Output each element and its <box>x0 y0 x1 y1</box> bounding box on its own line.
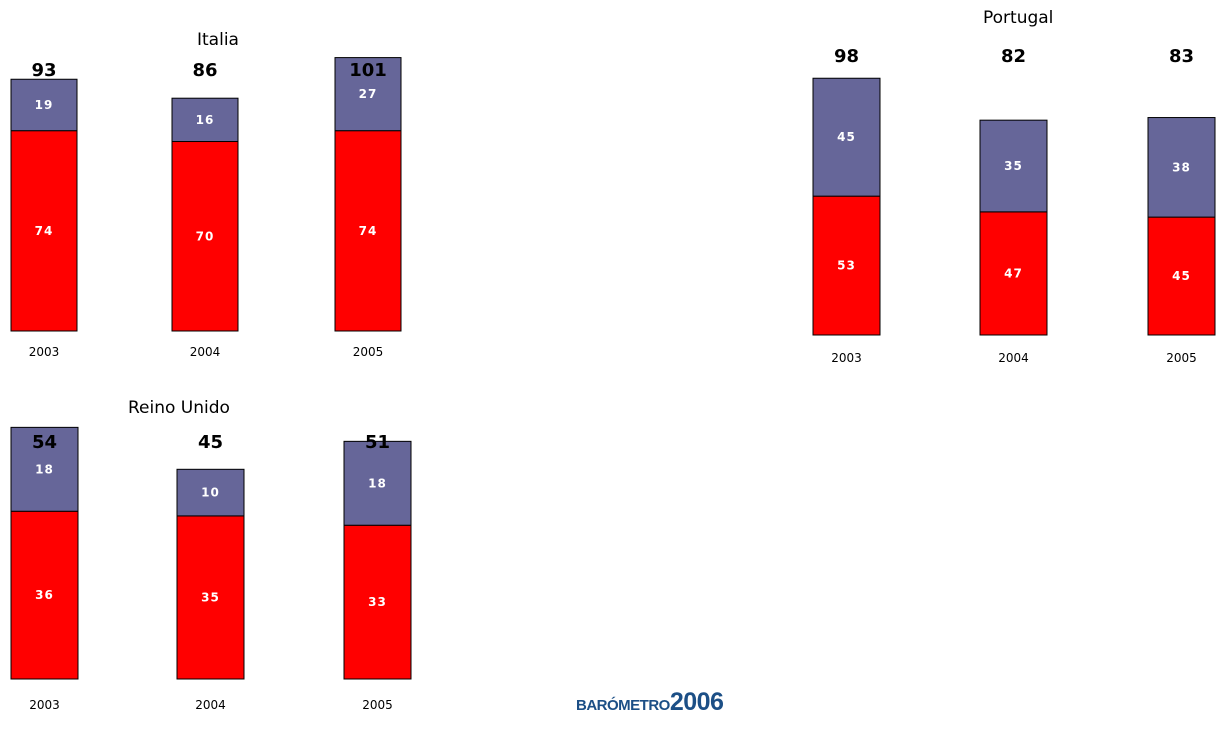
category-label: 2005 <box>1166 351 1197 365</box>
chart-reino-unido: Reino Unido 36 18 54 2003 35 10 45 2004 33 18 51 20… <box>0 390 430 740</box>
bar-segment <box>10 130 78 332</box>
total-label: 93 <box>31 60 56 81</box>
segment-value-label: 45 <box>1172 269 1191 283</box>
bar-segment <box>10 426 79 512</box>
bar-segment <box>812 195 881 336</box>
segment-value-label: 10 <box>201 486 220 500</box>
chart-plot: 36 18 54 2003 35 10 45 2004 33 18 51 2005 <box>10 426 412 712</box>
bar-segment <box>334 57 402 132</box>
bar-segment <box>979 119 1048 213</box>
chart-plot: 74 19 93 2003 70 16 86 2004 74 27 101 2005 <box>10 57 402 359</box>
segment-value-label: 35 <box>1004 159 1023 173</box>
segment-value-label: 27 <box>359 87 378 101</box>
barometro-logo: BARÓMETRO2006 <box>576 688 724 717</box>
category-label: 2003 <box>29 698 60 712</box>
total-label: 98 <box>834 46 859 67</box>
chart-title: Portugal <box>983 8 1054 28</box>
logo-year: 2006 <box>669 688 724 716</box>
bar-segment <box>176 468 245 517</box>
bar-segment <box>171 141 239 332</box>
total-label: 45 <box>198 432 223 453</box>
segment-value-label: 19 <box>35 98 54 112</box>
segment-value-label: 53 <box>837 259 856 273</box>
total-label: 86 <box>192 60 217 81</box>
logo-word: BARÓMETRO <box>576 697 670 714</box>
chart-title: Italia <box>197 30 239 50</box>
bar-segment <box>979 211 1048 336</box>
segment-value-label: 33 <box>368 595 387 609</box>
total-label: 101 <box>349 60 387 81</box>
segment-value-label: 35 <box>201 590 220 604</box>
chart-title: Reino Unido <box>128 398 230 418</box>
category-label: 2004 <box>998 351 1029 365</box>
bar-segment <box>343 524 412 680</box>
bar-segment <box>171 97 239 143</box>
chart-plot: 53 45 98 2003 47 35 82 2004 45 38 83 2005 <box>812 46 1216 365</box>
category-label: 2005 <box>353 345 384 359</box>
bar-segment <box>343 440 412 526</box>
total-label: 82 <box>1001 46 1026 67</box>
category-label: 2004 <box>195 698 226 712</box>
segment-value-label: 74 <box>359 224 378 238</box>
total-label: 54 <box>32 432 57 453</box>
segment-value-label: 74 <box>35 224 54 238</box>
bar-segment <box>10 78 78 132</box>
segment-value-label: 16 <box>196 113 215 127</box>
category-label: 2003 <box>29 345 60 359</box>
segment-value-label: 36 <box>35 588 54 602</box>
segment-value-label: 45 <box>837 130 856 144</box>
total-label: 83 <box>1169 46 1194 67</box>
bar-segment <box>10 510 79 680</box>
total-label: 51 <box>365 432 390 453</box>
segment-value-label: 38 <box>1172 160 1191 174</box>
segment-value-label: 70 <box>196 229 215 243</box>
segment-value-label: 47 <box>1004 266 1023 280</box>
chart-italia: Italia 74 19 93 2003 70 16 86 2004 74 27 101 2005 <box>0 0 420 370</box>
segment-value-label: 18 <box>368 476 387 490</box>
bar-segment <box>176 515 245 680</box>
bar-segment <box>1147 117 1216 218</box>
segment-value-label: 18 <box>35 462 54 476</box>
category-label: 2004 <box>190 345 221 359</box>
category-label: 2005 <box>362 698 393 712</box>
chart-portugal: Portugal 53 45 98 2003 47 35 82 2004 45 38 83 2005 <box>790 0 1216 380</box>
bar-segment <box>812 77 881 197</box>
category-label: 2003 <box>831 351 862 365</box>
